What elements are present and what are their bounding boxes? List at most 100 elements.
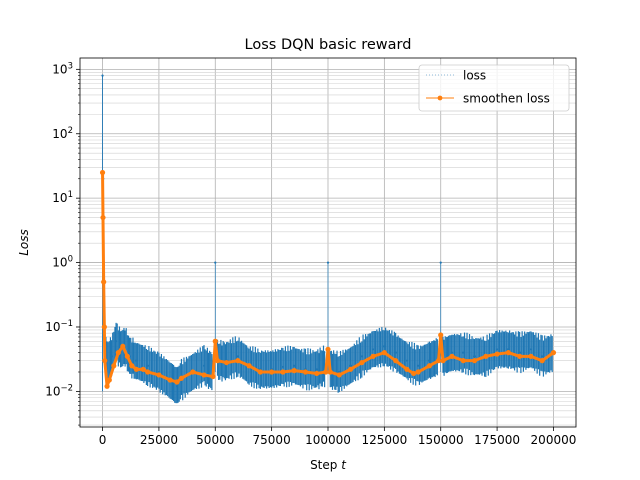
- y-tick-label: 10−2: [45, 383, 73, 398]
- smoothen-loss-marker: [214, 358, 221, 364]
- smoothen-loss-marker: [174, 379, 180, 385]
- smoothen-loss-marker: [156, 372, 162, 378]
- smoothen-loss-marker: [404, 366, 410, 372]
- y-tick-label-exponent: 3: [68, 61, 73, 71]
- smoothen-loss-marker: [539, 358, 545, 364]
- smoothen-loss-marker: [528, 353, 534, 359]
- legend-smooth-swatch-marker: [437, 95, 443, 101]
- x-tick-label: 0: [99, 433, 107, 447]
- y-axis-label: Loss: [17, 229, 31, 256]
- y-tick-label: 10−1: [45, 319, 73, 334]
- smoothen-loss-marker: [269, 369, 275, 375]
- smoothen-loss-marker: [325, 346, 331, 352]
- y-tick-label-base: 10: [45, 320, 60, 334]
- smoothen-loss-marker: [120, 343, 126, 349]
- smoothen-loss-marker: [370, 353, 376, 359]
- smoothen-loss-marker: [438, 332, 444, 338]
- legend-loss-label: loss: [463, 69, 486, 83]
- x-tick-label: 175000: [474, 433, 520, 447]
- y-tick-label-exponent: −1: [60, 319, 73, 329]
- smoothen-loss-marker: [145, 369, 151, 375]
- smoothen-loss-marker: [494, 351, 500, 357]
- smoothen-loss-marker: [246, 363, 252, 369]
- smoothen-loss-marker: [190, 369, 196, 375]
- smoothen-loss-marker: [323, 369, 329, 375]
- y-tick-label-base: 10: [45, 384, 60, 398]
- x-tick-label: 75000: [253, 433, 291, 447]
- smoothen-loss-marker: [314, 370, 320, 377]
- y-tick-label: 101: [52, 190, 73, 205]
- smoothen-loss-marker: [550, 350, 557, 356]
- smoothen-loss-marker: [235, 358, 241, 364]
- y-tick-label-exponent: 2: [68, 126, 73, 136]
- x-tick-label: 200000: [531, 433, 577, 447]
- smoothen-loss-marker: [411, 370, 417, 377]
- smoothen-loss-marker: [327, 369, 333, 375]
- x-tick-label: 100000: [305, 433, 351, 447]
- y-tick-label-base: 10: [52, 191, 67, 205]
- smoothen-loss-marker: [201, 372, 207, 378]
- smoothen-loss-marker: [115, 350, 121, 356]
- smoothen-loss-marker: [460, 358, 466, 364]
- smoothen-loss-marker: [336, 372, 342, 378]
- smoothen-loss-marker: [257, 369, 263, 375]
- smoothen-loss-marker: [280, 369, 286, 375]
- y-tick-label-exponent: −2: [60, 383, 73, 393]
- smoothen-loss-marker: [102, 358, 108, 364]
- smoothen-loss-marker: [101, 279, 107, 285]
- data-layer: [99, 74, 557, 404]
- smoothen-loss-marker: [178, 375, 185, 381]
- smoothen-loss-marker: [449, 353, 455, 359]
- x-tick-label: 50000: [196, 433, 234, 447]
- legend: loss smoothen loss: [418, 64, 570, 112]
- smoothen-loss-marker: [210, 373, 216, 380]
- smoothen-loss-marker: [471, 358, 478, 364]
- smoothen-loss-marker: [111, 363, 117, 369]
- smoothen-loss-marker: [415, 369, 421, 375]
- smoothen-loss-marker: [99, 169, 106, 176]
- smoothen-loss-marker: [291, 368, 297, 374]
- smoothen-loss-marker: [133, 366, 139, 372]
- x-tick-label: 150000: [418, 433, 464, 447]
- smoothen-loss-marker: [140, 366, 146, 372]
- smoothen-loss-marker: [101, 324, 107, 330]
- y-tick-label: 100: [52, 255, 73, 270]
- smoothen-loss-marker: [393, 358, 399, 364]
- x-tick-label: 25000: [140, 433, 178, 447]
- smoothen-loss-marker: [435, 358, 442, 364]
- smoothen-loss-marker: [359, 359, 365, 366]
- smoothen-loss-marker: [100, 214, 106, 221]
- y-tick-label-base: 10: [52, 62, 67, 76]
- y-tick-label: 103: [52, 61, 73, 76]
- x-axis-label: Step t: [310, 458, 347, 472]
- smoothen-loss-marker: [302, 369, 309, 375]
- x-tick-label: 125000: [361, 433, 407, 447]
- y-tick-label-base: 10: [52, 256, 67, 270]
- legend-smooth-label: smoothen loss: [463, 92, 550, 106]
- x-axis-label-text: Step: [310, 458, 337, 472]
- smoothen-loss-marker: [104, 383, 110, 389]
- legend-box: [418, 64, 570, 112]
- y-tick-label: 102: [52, 126, 73, 141]
- y-tick-label-exponent: 1: [68, 190, 73, 200]
- smoothen-loss-marker: [212, 338, 218, 344]
- smoothen-loss-marker: [124, 353, 130, 359]
- smoothen-loss-marker: [129, 363, 135, 369]
- smoothen-loss-marker: [440, 358, 446, 364]
- chart-title: Loss DQN basic reward: [245, 37, 412, 53]
- x-axis-label-variable: t: [341, 458, 347, 472]
- smoothen-loss-marker: [381, 350, 387, 356]
- smoothen-loss-series: [99, 169, 557, 389]
- y-tick-label-exponent: 0: [68, 255, 73, 265]
- smoothen-loss-marker: [517, 353, 523, 359]
- smoothen-loss-marker: [167, 377, 173, 383]
- smoothen-loss-marker: [483, 353, 489, 359]
- smoothen-loss-marker: [426, 363, 433, 369]
- smoothen-loss-marker: [106, 377, 112, 383]
- y-tick-label-base: 10: [52, 127, 67, 141]
- ticks: 0 25000 50000 75000 100000 125000 150000 175000…: [45, 61, 576, 447]
- smoothen-loss-marker: [223, 359, 230, 366]
- smoothen-loss-marker: [505, 350, 511, 356]
- smoothen-loss-marker: [347, 366, 354, 372]
